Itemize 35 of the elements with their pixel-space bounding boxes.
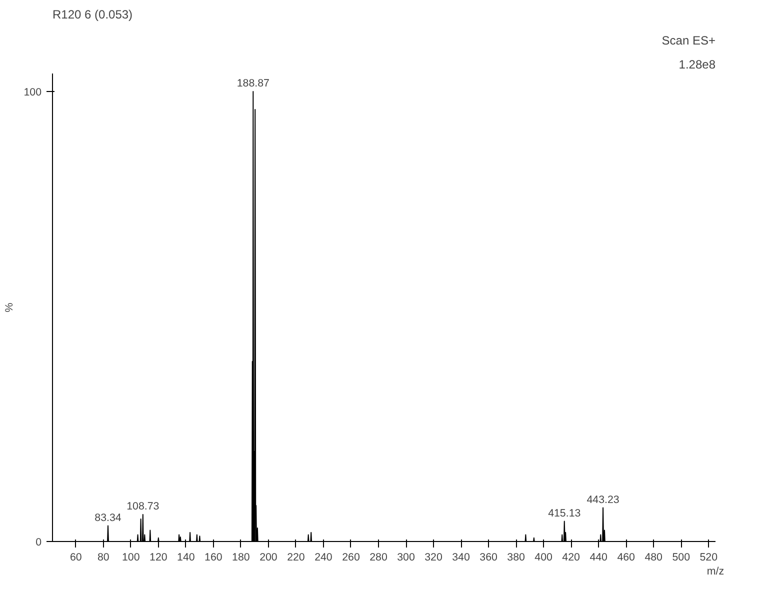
x-tick-label: 120 [150,552,168,564]
x-tick-label: 400 [534,552,553,564]
annotation: 188.87 [236,78,270,90]
x-tick-label: 360 [480,552,498,564]
y-tick-label: 0 [36,536,42,548]
x-tick-label: 440 [590,552,608,564]
x-tick-label: 480 [644,552,663,564]
annotation: 83.34 [94,512,122,524]
x-tick-label: 340 [452,552,470,564]
annotation: 108.73 [126,500,160,512]
x-tick-label: 280 [370,552,388,564]
x-tick-label: 100 [122,552,140,564]
x-tick-label: 180 [232,552,250,564]
x-tick-label: 380 [507,552,526,564]
x-tick-label: 320 [424,552,442,564]
chart-subtitle: Scan ES+ [662,34,716,48]
x-tick-label: 460 [617,552,636,564]
text: 1.28e8 [678,58,716,72]
chart-title: R120 6 (0.053) [52,8,133,22]
annotation: 415.13 [548,507,581,520]
annotation: 443.23 [586,494,620,506]
x-tick-label: 500 [672,552,690,564]
x-tick-label: 60 [70,552,82,564]
y-axis-title: % [4,302,16,312]
x-tick-label: 200 [260,552,278,564]
x-tick-label: 220 [287,552,305,564]
x-axis-title: m/z [706,566,724,578]
x-tick-label: 300 [397,552,415,564]
x-tick-label: 80 [97,552,110,564]
x-tick-label: 260 [342,552,360,564]
x-tick-label: 140 [177,552,195,564]
x-tick-label: 520 [700,552,718,564]
x-tick-label: 420 [562,552,580,564]
x-tick-label: 240 [314,552,332,564]
x-tick-label: 160 [204,552,222,564]
